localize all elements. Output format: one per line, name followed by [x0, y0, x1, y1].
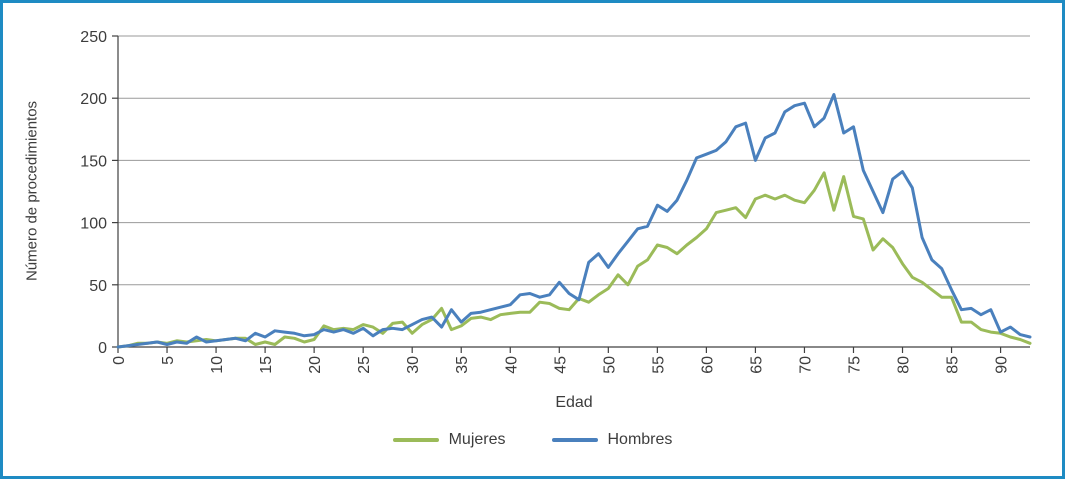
x-tick-label: 10 [209, 356, 226, 374]
legend-swatch-hombres [551, 438, 598, 442]
x-tick-label: 90 [994, 356, 1011, 374]
legend: Mujeres Hombres [0, 431, 1065, 449]
x-tick-label: 50 [601, 356, 618, 374]
x-tick-label: 45 [552, 356, 569, 374]
y-tick-label: 0 [98, 340, 107, 357]
x-tick-label: 20 [307, 356, 324, 374]
legend-item-mujeres: Mujeres [392, 431, 506, 449]
x-tick-label: 5 [160, 356, 177, 365]
x-tick-label: 70 [797, 356, 814, 374]
chart-canvas: 0 50 100 150 200 250 0 5 10 15 20 25 30 35 40 45 50 55 60 6… [80, 29, 1032, 374]
x-tick-label: 60 [699, 356, 716, 374]
series-line-hombres [116, 93, 1032, 349]
x-tick-label: 80 [896, 356, 913, 374]
series-line-mujeres [116, 171, 1032, 349]
x-tick-label: 40 [503, 356, 520, 374]
x-tick-label: 75 [846, 356, 863, 374]
legend-swatch-mujeres [392, 438, 439, 442]
x-tick-label: 30 [405, 356, 422, 374]
x-tick-label: 0 [111, 356, 128, 365]
x-axis-title: Edad [555, 394, 593, 411]
y-axis-title: Número de procedimientos [23, 100, 41, 282]
legend-label-mujeres: Mujeres [448, 431, 506, 448]
x-tick-label: 55 [650, 356, 667, 374]
x-tick-label: 15 [258, 356, 275, 374]
x-tick-label: 35 [454, 356, 471, 374]
x-tick-label: 65 [748, 356, 765, 374]
legend-item-hombres: Hombres [551, 431, 673, 449]
y-tick-label: 100 [80, 216, 107, 233]
y-tick-label: 250 [80, 29, 107, 46]
y-tick-label: 50 [89, 278, 107, 295]
x-tick-label: 25 [356, 356, 373, 374]
y-tick-label: 150 [80, 153, 107, 170]
x-tick-label: 85 [945, 356, 962, 374]
y-tick-label: 200 [80, 91, 107, 108]
legend-label-hombres: Hombres [607, 431, 673, 448]
